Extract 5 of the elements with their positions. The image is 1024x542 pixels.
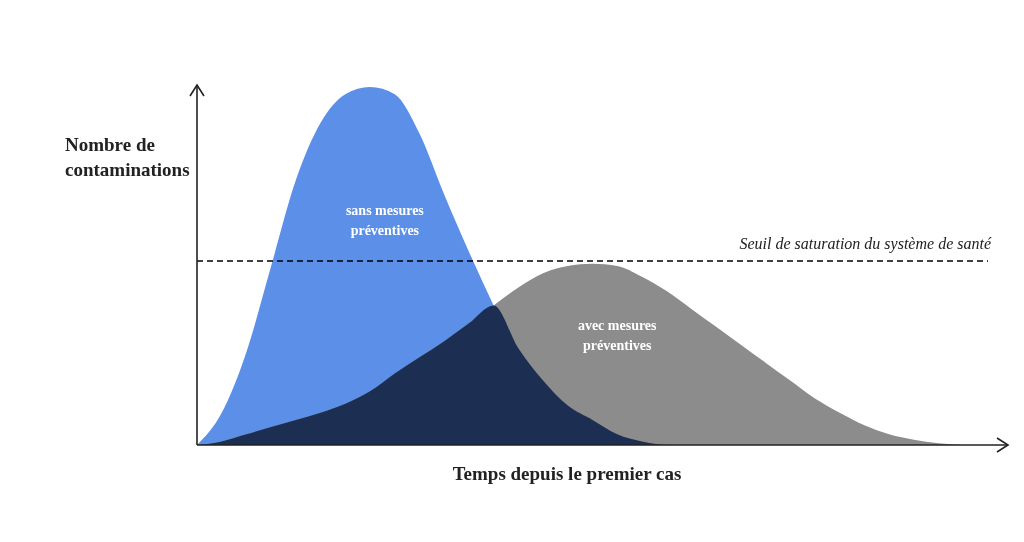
series-label: sans mesures préventives [344, 202, 425, 241]
y-axis-title: Nombre de contaminations [65, 133, 190, 182]
ref-line-label: Seuil de saturation du système de santé [739, 234, 992, 253]
x-axis-title: Temps depuis le premier cas [451, 463, 683, 485]
series-label: avec mesures préventives [576, 316, 658, 355]
